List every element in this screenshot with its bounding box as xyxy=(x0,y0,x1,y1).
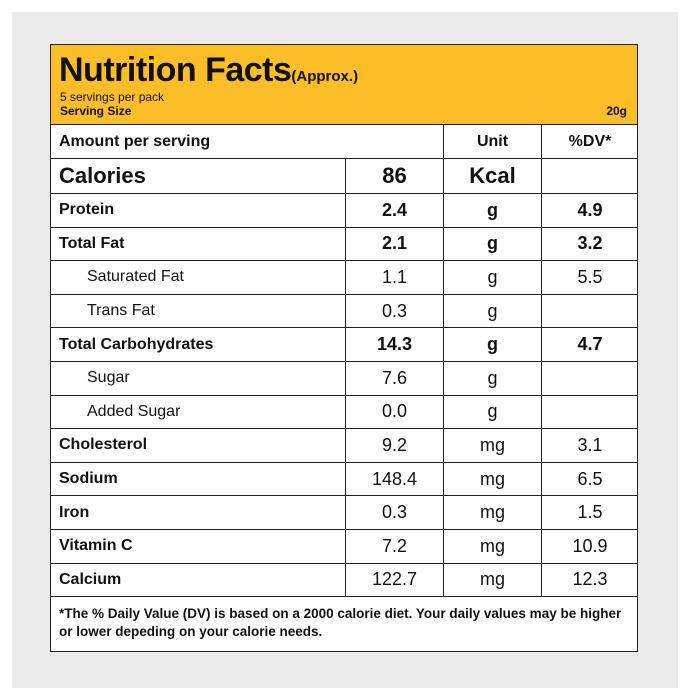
nutrient-unit: mg xyxy=(443,462,541,496)
nutrient-dv xyxy=(541,395,638,429)
nutrient-amount: 0.3 xyxy=(345,294,443,328)
table-row: Saturated Fat 1.1 g 5.5 xyxy=(51,261,637,295)
daily-value-footnote: *The % Daily Value (DV) is based on a 20… xyxy=(59,606,622,639)
nutrient-amount: 122.7 xyxy=(345,563,443,597)
nutrient-amount: 7.6 xyxy=(345,361,443,395)
calories-dv xyxy=(541,159,638,193)
table-row: Calcium 122.7 mg 12.3 xyxy=(51,563,638,598)
table-row: Protein 2.4 g 4.9 xyxy=(51,194,637,228)
nutrient-name: Total Carbohydrates xyxy=(59,335,214,353)
nutrient-name: Vitamin C xyxy=(59,537,133,555)
table-row: Added Sugar 0.0 g xyxy=(51,395,638,430)
nutrient-dv: 4.7 xyxy=(541,328,638,361)
table-row: Vitamin C 7.2 mg 10.9 xyxy=(51,529,638,564)
table-row: Total Carbohydrates 14.3 g 4.7 xyxy=(51,328,637,362)
nutrient-unit: g xyxy=(443,361,541,395)
serving-size-value: 20g xyxy=(606,104,627,118)
nutrient-name: Sodium xyxy=(59,470,118,488)
nutrient-name: Calcium xyxy=(59,570,122,588)
nutrient-name: Sugar xyxy=(87,369,130,387)
table-row: Sodium 148.4 mg 6.5 xyxy=(51,462,638,497)
nutrient-amount: 0.3 xyxy=(345,496,443,529)
nutrient-unit: g xyxy=(443,395,541,429)
nutrient-dv xyxy=(541,361,638,395)
nutrient-amount: 9.2 xyxy=(345,429,443,462)
nutrient-table: Amount per serving Unit %DV* Calories 86… xyxy=(51,125,638,598)
column-header-dv: %DV* xyxy=(541,125,638,158)
nutrient-name: Trans Fat xyxy=(87,302,155,320)
nutrient-name: Added Sugar xyxy=(87,402,181,420)
label-title: Nutrition Facts(Approx.) xyxy=(59,51,358,90)
nutrient-dv: 10.9 xyxy=(541,529,638,563)
calories-unit: Kcal xyxy=(443,159,541,193)
table-row: Total Fat 2.1 g 3.2 xyxy=(51,227,638,262)
nutrient-name: Iron xyxy=(59,503,90,521)
nutrient-unit: g xyxy=(443,227,541,261)
servings-per-pack: 5 servings per pack xyxy=(60,90,165,104)
nutrient-dv: 3.1 xyxy=(541,429,638,462)
nutrient-unit: g xyxy=(443,328,541,361)
nutrient-unit: g xyxy=(443,261,541,294)
nutrient-unit: mg xyxy=(443,496,541,529)
nutrient-unit: mg xyxy=(443,563,541,597)
nutrient-name: Saturated Fat xyxy=(87,268,184,286)
nutrient-dv: 3.2 xyxy=(541,227,638,261)
nutrient-dv: 1.5 xyxy=(541,496,638,529)
table-row: Cholesterol 9.2 mg 3.1 xyxy=(51,429,637,463)
label-header: Nutrition Facts(Approx.) 5 servings per … xyxy=(51,45,637,125)
nutrient-dv: 5.5 xyxy=(541,261,638,294)
nutrient-dv: 12.3 xyxy=(541,563,638,597)
nutrient-unit: mg xyxy=(443,429,541,462)
nutrient-amount: 0.0 xyxy=(345,395,443,429)
calories-amount: 86 xyxy=(345,159,443,193)
column-header-amount: Amount per serving xyxy=(59,132,211,150)
nutrient-amount: 14.3 xyxy=(345,328,443,361)
nutrient-unit: mg xyxy=(443,529,541,563)
title-suffix: (Approx.) xyxy=(291,68,359,85)
table-header-row: Amount per serving Unit %DV* xyxy=(51,125,637,159)
table-row: Iron 0.3 mg 1.5 xyxy=(51,496,637,530)
nutrient-amount: 2.1 xyxy=(345,227,443,261)
nutrient-dv: 4.9 xyxy=(541,194,638,227)
nutrient-unit: g xyxy=(443,194,541,227)
table-row: Trans Fat 0.3 g xyxy=(51,294,638,329)
table-row: Sugar 7.6 g xyxy=(51,361,638,396)
nutrition-label: Nutrition Facts(Approx.) 5 servings per … xyxy=(50,44,638,652)
nutrient-name: Total Fat xyxy=(59,234,125,252)
nutrient-dv xyxy=(541,294,638,328)
nutrient-amount: 148.4 xyxy=(345,462,443,496)
nutrient-amount: 1.1 xyxy=(345,261,443,294)
nutrient-name: Cholesterol xyxy=(59,436,148,454)
title-main: Nutrition Facts xyxy=(59,51,292,89)
nutrient-amount: 2.4 xyxy=(345,194,443,227)
nutrient-dv: 6.5 xyxy=(541,462,638,496)
serving-size-label: Serving Size xyxy=(60,104,132,118)
calories-row: Calories 86 Kcal xyxy=(51,159,637,194)
nutrient-amount: 7.2 xyxy=(345,529,443,563)
column-header-unit: Unit xyxy=(443,125,541,158)
nutrient-name: Protein xyxy=(59,201,115,219)
nutrient-unit: g xyxy=(443,294,541,328)
calories-label: Calories xyxy=(59,163,146,188)
